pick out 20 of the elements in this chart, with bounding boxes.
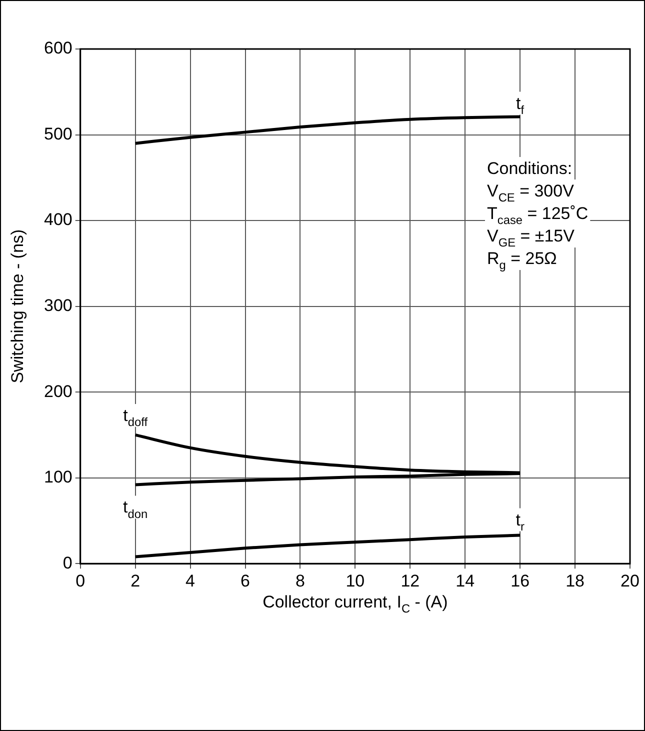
y-axis-title: Switching time - (ns) (8, 229, 27, 384)
y-tick-label: 500 (44, 124, 72, 144)
x-tick-label: 2 (130, 571, 140, 590)
x-tick-label: 18 (566, 571, 584, 590)
x-tick-label: 4 (186, 571, 196, 590)
x-tick-label: 20 (620, 571, 640, 590)
y-tick-label: 100 (44, 468, 72, 487)
annotation: Conditions: (487, 159, 572, 178)
y-tick-label: 200 (44, 382, 72, 401)
x-tick-label: 16 (510, 571, 530, 590)
y-tick-label: 600 (44, 38, 72, 58)
x-tick-label: 6 (240, 571, 250, 590)
x-tick-label: 14 (456, 571, 475, 590)
x-tick-label: 0 (76, 571, 86, 590)
y-tick-label: 0 (62, 553, 72, 572)
x-tick-label: 10 (346, 571, 365, 590)
y-tick-label: 300 (44, 296, 72, 315)
x-tick-label: 8 (295, 571, 305, 590)
x-tick-label: 12 (400, 571, 420, 590)
y-tick-label: 400 (44, 210, 72, 230)
